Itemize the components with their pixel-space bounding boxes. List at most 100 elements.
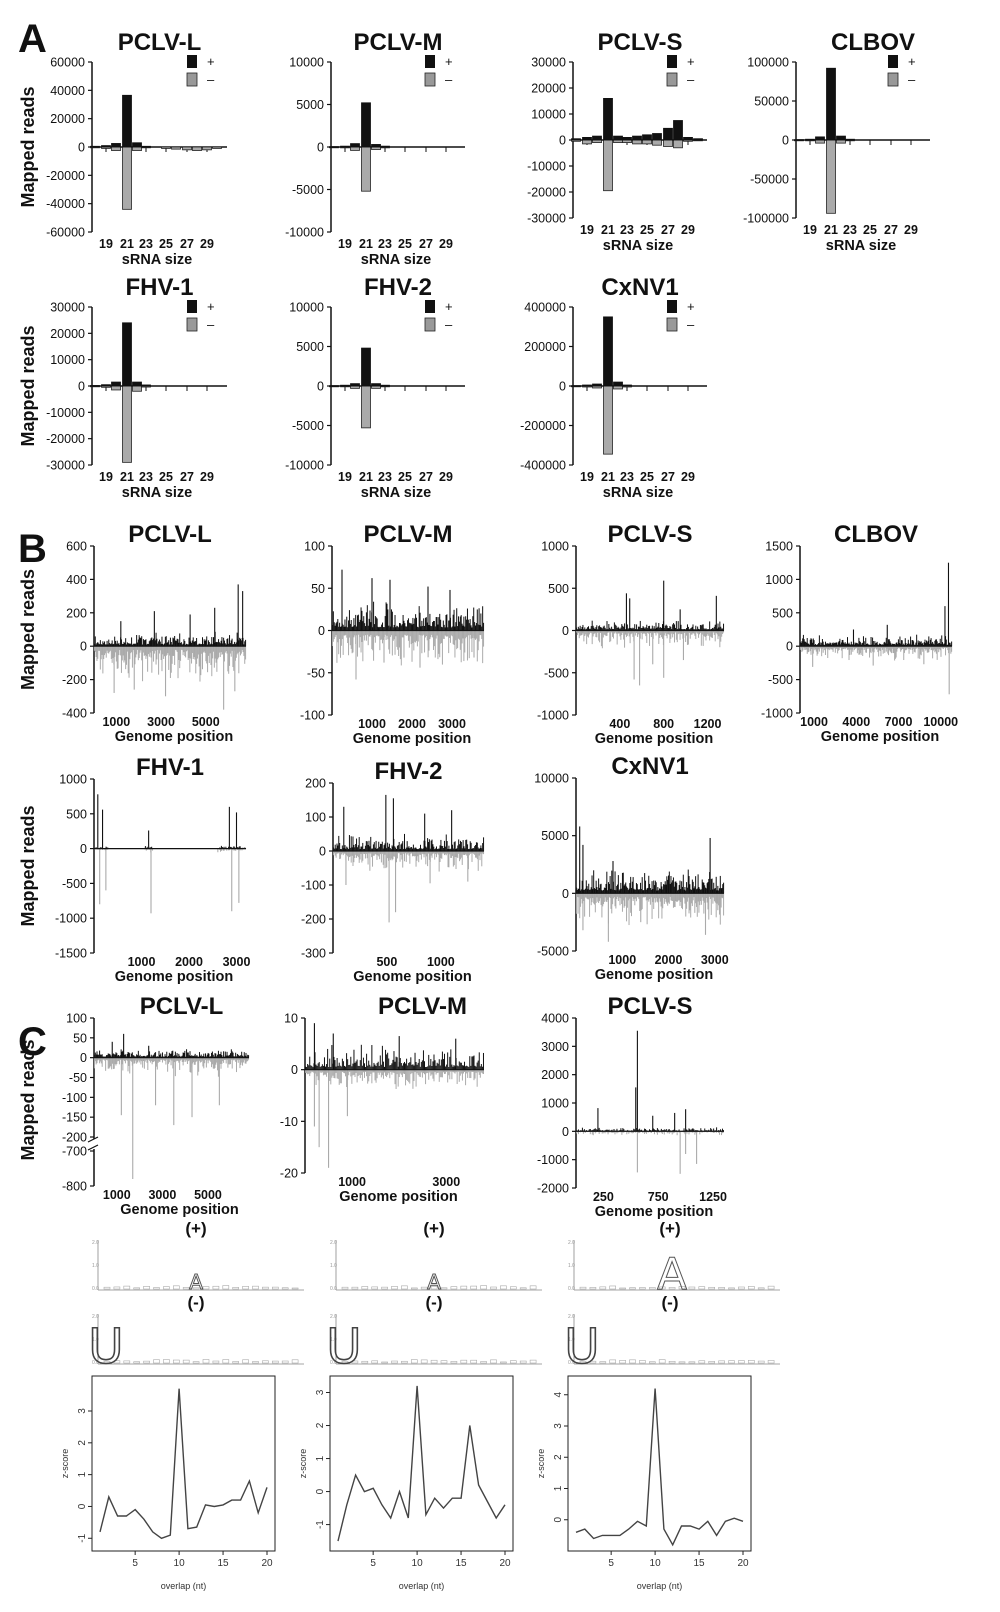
x-tick-label: 5 — [608, 1558, 614, 1569]
bar-plus — [592, 383, 602, 387]
x-tick-label: 1200 — [694, 717, 722, 731]
bar-minus — [582, 139, 592, 145]
bar-plus — [380, 145, 390, 148]
y-tick-label: 50000 — [754, 95, 789, 109]
logo-position — [410, 1359, 418, 1364]
legend-label-minus: – — [908, 72, 916, 87]
bar-plus — [845, 138, 855, 141]
y-tick-label: 100 — [66, 1012, 87, 1026]
x-tick-label: 23 — [139, 237, 153, 251]
x-tick-label: 25 — [640, 223, 654, 237]
logo-position — [757, 1360, 765, 1364]
logo-tick: 1.0 — [330, 1263, 337, 1269]
bar-plus — [111, 143, 121, 148]
y-tick-label: -50000 — [750, 173, 789, 187]
y-tick-label: -800 — [62, 1180, 87, 1194]
x-tick-label: 5 — [370, 1558, 376, 1569]
legend-swatch-plus — [888, 55, 898, 68]
logo-position — [688, 1286, 696, 1290]
y-tick-label: 50 — [311, 582, 325, 596]
y-tick-label: -300 — [301, 947, 326, 961]
bar-plus — [350, 383, 360, 387]
bar-plus — [642, 134, 652, 141]
logo-position — [153, 1359, 160, 1364]
x-tick-label: 21 — [359, 470, 373, 484]
y-tick-label: -5000 — [537, 945, 569, 959]
y-tick-label: -100 — [62, 1091, 87, 1105]
y-tick-label: 100 — [305, 811, 326, 825]
x-axis-label: sRNA size — [361, 252, 431, 268]
x-tick-label: 23 — [843, 223, 857, 237]
strand-label-minus: (-) — [188, 1293, 205, 1312]
x-tick-label: 27 — [661, 470, 675, 484]
bar-plus — [329, 146, 339, 148]
y-tick-label: 10000 — [289, 56, 324, 70]
logo-position — [648, 1287, 656, 1290]
y-tick-label: -100 — [300, 709, 325, 723]
logo-position — [202, 1359, 210, 1364]
y-tick-label: -1000 — [55, 912, 87, 926]
logo-tick: 0.0 — [568, 1286, 575, 1292]
y-tick-label: 3 — [77, 1408, 88, 1414]
section-label-c: C — [18, 1020, 47, 1064]
logo-position — [450, 1286, 458, 1290]
logo-position — [490, 1359, 497, 1364]
logo-position — [698, 1360, 706, 1364]
y-tick-label: 2 — [77, 1440, 88, 1446]
logo-position — [232, 1361, 239, 1364]
y-tick-label: -700 — [62, 1145, 87, 1159]
x-tick-label: 1000 — [608, 953, 636, 967]
logo-position — [747, 1286, 755, 1290]
x-tick-label: 1000 — [102, 715, 130, 729]
y-tick-label: 0 — [317, 380, 324, 394]
y-tick-label: 200 — [305, 777, 326, 791]
strand-label-plus: (+) — [185, 1219, 206, 1238]
bar-plus — [122, 94, 132, 148]
y-axis-label: Mapped reads — [18, 569, 38, 690]
x-tick-label: 19 — [99, 237, 113, 251]
bar-minus — [632, 139, 642, 145]
y-tick-label: 0 — [319, 845, 326, 859]
x-tick-label: 3000 — [438, 717, 466, 731]
logo-position — [281, 1360, 289, 1364]
y-tick-label: 500 — [548, 582, 569, 596]
logo-position — [202, 1286, 210, 1290]
logo-tick: 1.0 — [568, 1337, 575, 1343]
legend-swatch-minus — [186, 317, 198, 332]
y-tick-label: -20000 — [527, 186, 566, 200]
x-tick-label: 800 — [653, 717, 674, 731]
y-tick-label: -50 — [69, 1071, 87, 1085]
x-tick-label: 1000 — [427, 955, 455, 969]
chart-a3: 30000 20000 10000 0 -10000 -20000 -30000 19 21 23… — [527, 29, 707, 254]
logo-position — [490, 1286, 497, 1290]
y-axis-label: z-score — [298, 1449, 308, 1479]
logo-position — [381, 1361, 388, 1364]
logo-tick: 2.0 — [330, 1240, 337, 1246]
bar-plus — [340, 145, 350, 148]
logo-position — [619, 1360, 626, 1364]
x-tick-label: 2000 — [398, 717, 426, 731]
legend-swatch-plus — [187, 55, 197, 68]
x-tick-label: 15 — [217, 1558, 229, 1569]
seq-logo-3: (+)2.01.00.0 A(-)2.01.00.0U — [564, 1219, 780, 1376]
y-tick-label: 0 — [562, 624, 569, 638]
y-tick-label: 30000 — [531, 56, 566, 70]
x-tick-label: 21 — [120, 470, 134, 484]
logo-position — [341, 1360, 349, 1364]
logo-letter-u: U — [326, 1319, 361, 1375]
legend-label-minus: – — [687, 317, 695, 332]
bar-minus — [111, 385, 121, 391]
y-tick-label: 500 — [66, 807, 87, 821]
x-axis-label: Genome position — [821, 729, 939, 745]
logo-position — [222, 1359, 230, 1364]
x-tick-label: 1250 — [699, 1190, 727, 1204]
y-tick-label: 0 — [559, 134, 566, 148]
logo-tick: 1.0 — [330, 1337, 337, 1343]
y-tick-label: -100000 — [743, 212, 789, 226]
y-tick-label: 0 — [782, 134, 789, 148]
bar-minus — [161, 146, 171, 149]
logo-position — [470, 1285, 478, 1290]
x-axis-label: sRNA size — [603, 485, 673, 501]
